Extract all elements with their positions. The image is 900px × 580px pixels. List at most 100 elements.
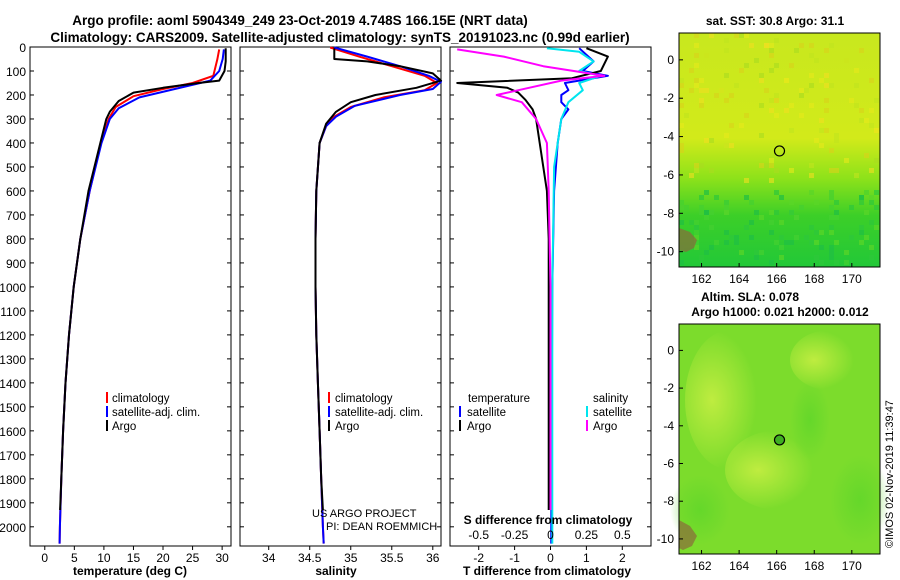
- sst-pixel: [824, 108, 829, 113]
- sst-pixel: [819, 78, 824, 83]
- sst-pixel: [749, 43, 754, 48]
- sst-pixel: [809, 173, 814, 178]
- sst-pixel: [859, 118, 864, 123]
- difference-panel: -2 -1 0 1 2 -0.5 -0.25 0 0.25 0.5: [449, 46, 652, 565]
- sst-pixel: [704, 53, 709, 58]
- sst-pixel: [709, 33, 714, 38]
- sst-pixel: [824, 83, 829, 88]
- sst-pixel: [859, 200, 864, 205]
- sst-pixel: [799, 93, 804, 98]
- legend-temperature-title: temperature: [468, 393, 530, 405]
- sst-map-field: [679, 33, 880, 267]
- sst-pixel: [734, 235, 739, 240]
- sst-pixel: [794, 48, 799, 53]
- sst-pixel: [869, 108, 874, 113]
- sst-pixel: [829, 148, 834, 153]
- sst-pixel: [814, 230, 819, 235]
- sst-pixel: [819, 230, 824, 235]
- series-line-s-satellite: [546, 47, 602, 544]
- sst-pixel: [794, 235, 799, 240]
- sst-pixel: [704, 210, 709, 215]
- map-lon-label: 170: [842, 559, 862, 573]
- sst-pixel: [824, 73, 829, 78]
- sst-pixel: [834, 260, 839, 265]
- sst-pixel: [759, 73, 764, 78]
- sst-pixel: [844, 58, 849, 63]
- sst-pixel: [729, 93, 734, 98]
- x-tick-label: 0: [547, 551, 554, 565]
- sst-pixel: [774, 38, 779, 43]
- x-tick-label: 10: [97, 551, 111, 565]
- sst-pixel: [769, 43, 774, 48]
- sst-map-title: sat. SST: 30.8 Argo: 31.1: [706, 14, 845, 28]
- sst-pixel: [694, 43, 699, 48]
- sst-pixel: [704, 190, 709, 195]
- map-lon-label: 164: [729, 272, 749, 286]
- sst-pixel: [749, 200, 754, 205]
- x-tick-label: 34.5: [298, 551, 322, 565]
- s-diff-tick-label: 0.5: [614, 528, 631, 542]
- sst-pixel: [694, 33, 699, 38]
- sst-pixel: [869, 195, 874, 200]
- sst-pixel: [724, 200, 729, 205]
- sst-pixel: [874, 190, 879, 195]
- series-line-t-satellite: [550, 47, 609, 544]
- sla-coastline: [679, 520, 697, 550]
- sst-pixel: [724, 38, 729, 43]
- sst-pixel: [809, 240, 814, 245]
- sst-pixel: [694, 53, 699, 58]
- legend-s-argo: Argo: [593, 421, 617, 433]
- sst-pixel: [874, 225, 879, 230]
- sst-pixel: [774, 113, 779, 118]
- s-diff-axis-label: S difference from climatology: [464, 513, 633, 527]
- sst-pixel: [734, 33, 739, 38]
- sst-pixel: [799, 88, 804, 93]
- sst-pixel: [799, 113, 804, 118]
- sst-pixel: [774, 190, 779, 195]
- sst-coastline: [679, 228, 697, 252]
- sst-pixel: [759, 163, 764, 168]
- sst-pixel: [714, 93, 719, 98]
- x-tick-label: 30: [215, 551, 229, 565]
- sst-pixel: [859, 225, 864, 230]
- map-lat-label: -4: [663, 419, 674, 433]
- sst-pixel: [694, 83, 699, 88]
- sst-pixel: [714, 195, 719, 200]
- x-tick-label: 5: [71, 551, 78, 565]
- sst-pixel: [679, 205, 684, 210]
- sst-pixel: [744, 33, 749, 38]
- map-lon-label: 168: [804, 559, 824, 573]
- sst-pixel: [809, 83, 814, 88]
- sst-pixel: [819, 260, 824, 265]
- sst-pixel: [829, 230, 834, 235]
- sst-pixel: [869, 78, 874, 83]
- series-line-climatology: [58, 49, 221, 544]
- map-lon-label: 168: [804, 272, 824, 286]
- sst-pixel: [689, 68, 694, 73]
- sst-pixel: [854, 173, 859, 178]
- sst-pixel: [699, 78, 704, 83]
- sst-pixel: [749, 235, 754, 240]
- sst-pixel: [834, 168, 839, 173]
- sst-pixel: [729, 235, 734, 240]
- imos-credit: ©IMOS 02-Nov-2019 11:39:47: [884, 400, 896, 548]
- sst-pixel: [709, 225, 714, 230]
- depth-tick-label: 1400: [0, 377, 26, 391]
- legend-t-satellite: satellite: [467, 407, 506, 419]
- sst-pixel: [854, 103, 859, 108]
- sst-pixel: [764, 163, 769, 168]
- depth-tick-label: 700: [6, 209, 26, 223]
- series-line-satellite-adj-clim-: [314, 46, 442, 544]
- sst-pixel: [819, 118, 824, 123]
- sst-pixel: [724, 210, 729, 215]
- sst-pixel: [679, 78, 684, 83]
- sst-pixel: [869, 245, 874, 250]
- depth-tick-label: 500: [6, 161, 26, 175]
- sst-pixel: [804, 235, 809, 240]
- sst-pixel: [744, 113, 749, 118]
- sst-pixel: [849, 235, 854, 240]
- map-lon-label: 166: [767, 272, 787, 286]
- x-tick-label: 15: [127, 551, 141, 565]
- map-lat-label: -4: [663, 130, 674, 144]
- sst-pixel: [759, 215, 764, 220]
